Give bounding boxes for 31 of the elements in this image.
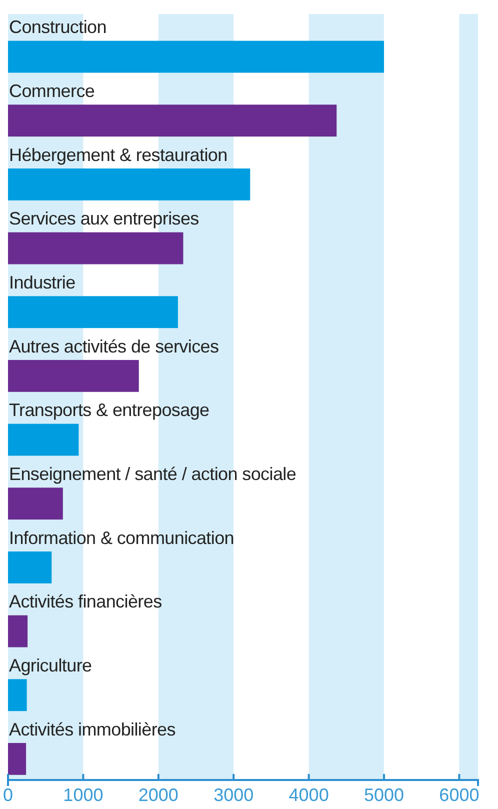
bar [8,296,178,328]
bar [8,104,337,137]
bar [8,424,79,456]
y-tick-label: Transports & entreposage [9,400,210,420]
bar [8,232,184,264]
y-tick-label: Activités immobilières [9,719,176,740]
y-tick-label: Industrie [9,272,76,292]
y-tick-label: Commerce [9,80,95,101]
x-tick-label: 5000 [364,784,404,805]
y-tick-label: Information & communication [9,528,234,548]
x-tick-label: 4000 [288,784,329,805]
bar [8,360,139,392]
bar [8,551,52,584]
y-tick-label: Agriculture [9,655,92,676]
x-tick-label: 2000 [138,784,178,805]
x-tick-label: 6000 [439,784,480,805]
y-tick-label: Construction [9,17,106,38]
bar [8,488,63,520]
y-tick-label: Autres activités de services [9,336,219,356]
bar [8,679,27,712]
y-tick-label: Hébergement & restauration [9,144,228,165]
y-tick-label: Services aux entreprises [9,208,200,229]
x-tick-label: 1000 [63,784,104,805]
bar [8,742,26,775]
bar [8,40,384,73]
x-tick-label: 0 [2,784,14,805]
bar [8,168,250,200]
bar [8,615,28,648]
x-tick-label: 3000 [214,784,254,805]
y-tick-label: Enseignement / santé / action sociale [9,464,296,484]
y-tick-label: Activités financières [9,592,162,612]
